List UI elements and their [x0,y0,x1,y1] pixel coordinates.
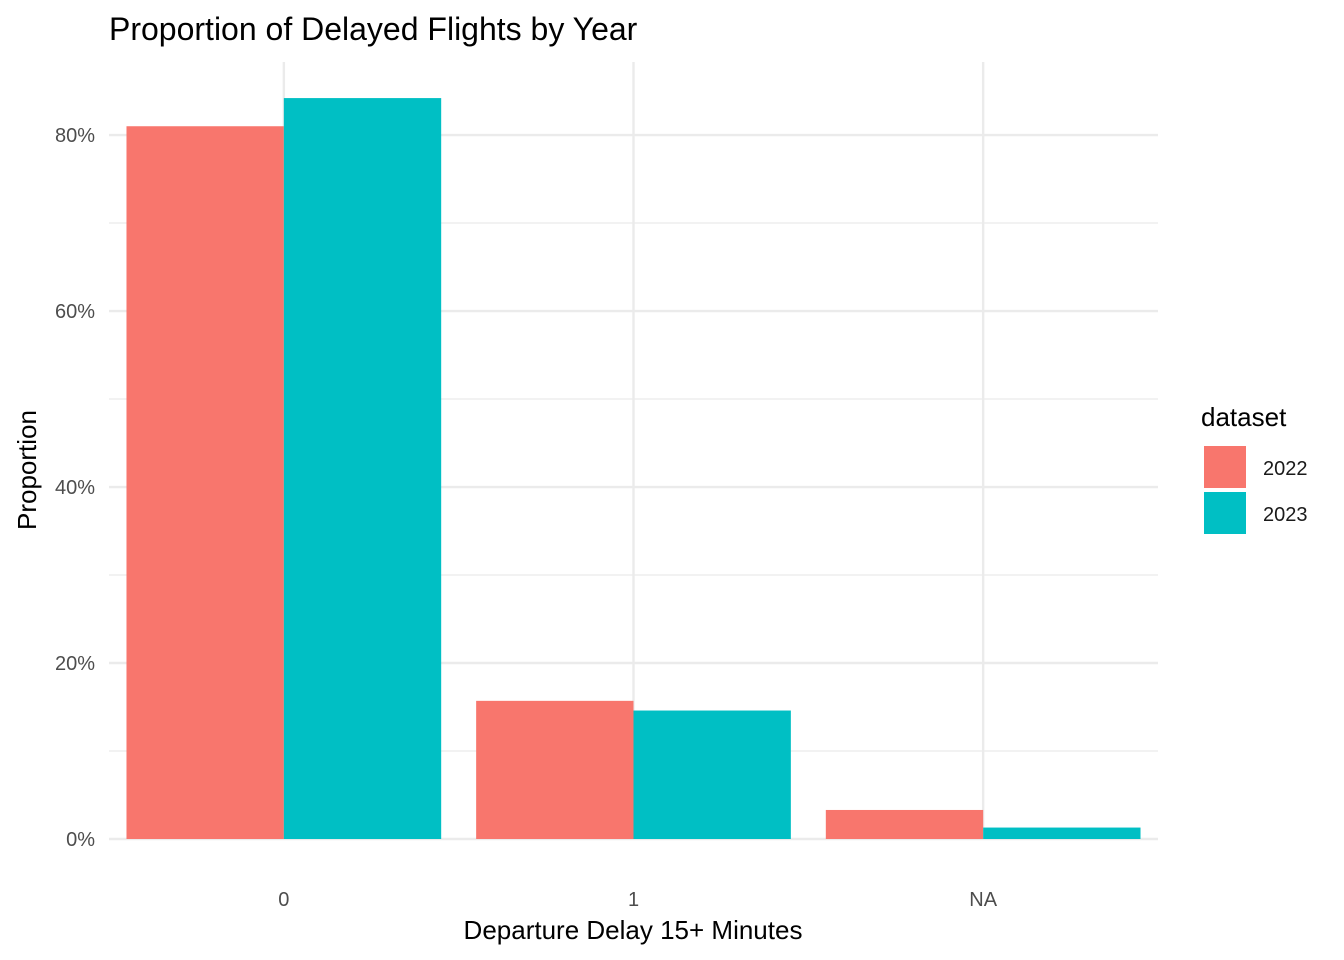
bar-2022-1 [476,700,634,839]
legend-label-2022: 2022 [1263,458,1308,480]
bars [126,98,1141,840]
bar-2023-0 [283,98,442,840]
y-axis-title: Proportion [12,410,42,530]
legend-key-2022 [1204,446,1246,488]
x-tick-label: NA [969,889,997,911]
x-axis-ticks: 0 1 NA [278,889,997,911]
y-tick-label: 20% [55,653,95,675]
x-tick-label: 0 [278,889,289,911]
chart-title: Proportion of Delayed Flights by Year [109,11,638,47]
x-tick-label: 1 [628,889,639,911]
legend: dataset 2022 2023 [1201,402,1308,534]
y-tick-label: 60% [55,301,95,323]
legend-key-2023 [1204,492,1246,534]
legend-title: dataset [1201,402,1287,432]
bar-2023-NA [983,827,1141,839]
bar-2023-1 [633,710,791,839]
bar-2022-NA [825,809,984,839]
y-axis-ticks: 0% 20% 40% 60% 80% [55,125,95,851]
y-tick-label: 0% [66,829,95,851]
y-tick-label: 80% [55,125,95,147]
bar-2022-0 [126,126,284,839]
legend-label-2023: 2023 [1263,504,1308,526]
y-tick-label: 40% [55,477,95,499]
x-axis-title: Departure Delay 15+ Minutes [464,915,803,945]
